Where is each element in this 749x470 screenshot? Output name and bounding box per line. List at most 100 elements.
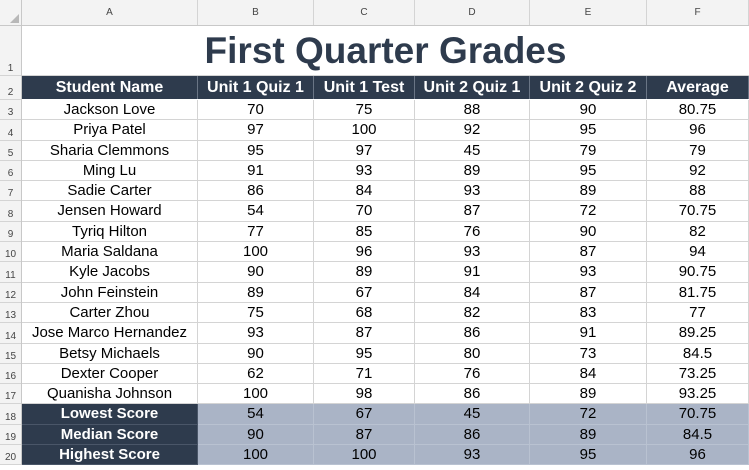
score-cell[interactable]: 92 — [415, 120, 530, 141]
average-cell[interactable]: 77 — [647, 302, 749, 324]
score-cell[interactable]: 85 — [314, 221, 415, 243]
score-cell[interactable]: 87 — [530, 242, 647, 263]
score-cell[interactable]: 90 — [530, 100, 647, 121]
student-name-cell[interactable]: Betsy Michaels — [22, 343, 198, 364]
summary-value-cell[interactable]: 93 — [415, 445, 530, 466]
score-cell[interactable]: 89 — [314, 262, 415, 283]
row-header[interactable]: 5 — [0, 141, 21, 161]
score-cell[interactable]: 89 — [415, 160, 530, 182]
score-cell[interactable]: 95 — [530, 120, 647, 141]
score-cell[interactable]: 83 — [530, 302, 647, 324]
row-header[interactable]: 11 — [0, 262, 21, 283]
student-name-cell[interactable]: Carter Zhou — [22, 302, 198, 324]
score-cell[interactable]: 87 — [314, 323, 415, 344]
row-header[interactable]: 7 — [0, 181, 21, 202]
summary-value-cell[interactable]: 72 — [530, 404, 647, 425]
column-header-b[interactable]: B — [198, 0, 314, 25]
summary-value-cell[interactable]: 100 — [314, 445, 415, 466]
average-cell[interactable]: 80.75 — [647, 100, 749, 121]
score-cell[interactable]: 93 — [415, 242, 530, 263]
score-cell[interactable]: 88 — [415, 100, 530, 121]
score-cell[interactable]: 62 — [198, 363, 314, 385]
score-cell[interactable]: 100 — [314, 120, 415, 141]
score-cell[interactable]: 54 — [198, 201, 314, 222]
student-name-cell[interactable]: Sadie Carter — [22, 181, 198, 202]
student-name-cell[interactable]: Maria Saldana — [22, 242, 198, 263]
row-header[interactable]: 6 — [0, 161, 21, 182]
column-header-f[interactable]: F — [647, 0, 749, 25]
title-cell[interactable]: First Quarter Grades — [22, 26, 749, 76]
student-name-cell[interactable]: Kyle Jacobs — [22, 262, 198, 283]
score-cell[interactable]: 91 — [198, 160, 314, 182]
row-header[interactable]: 2 — [0, 76, 21, 100]
score-cell[interactable]: 70 — [198, 100, 314, 121]
row-header[interactable]: 15 — [0, 344, 21, 364]
summary-label-cell[interactable]: Highest Score — [22, 445, 198, 466]
score-cell[interactable]: 93 — [198, 323, 314, 344]
score-cell[interactable]: 79 — [530, 140, 647, 161]
student-name-cell[interactable]: Sharia Clemmons — [22, 140, 198, 161]
average-cell[interactable]: 70.75 — [647, 201, 749, 222]
score-cell[interactable]: 98 — [314, 384, 415, 405]
average-cell[interactable]: 82 — [647, 221, 749, 243]
student-name-cell[interactable]: Quanisha Johnson — [22, 384, 198, 405]
row-header[interactable]: 17 — [0, 384, 21, 405]
student-name-cell[interactable]: Tyriq Hilton — [22, 221, 198, 243]
score-cell[interactable]: 82 — [415, 302, 530, 324]
student-name-cell[interactable]: Ming Lu — [22, 160, 198, 182]
summary-value-cell[interactable]: 89 — [530, 424, 647, 446]
average-cell[interactable]: 73.25 — [647, 363, 749, 385]
summary-value-cell[interactable]: 100 — [198, 445, 314, 466]
student-name-cell[interactable]: Jose Marco Hernandez — [22, 323, 198, 344]
score-cell[interactable]: 100 — [198, 242, 314, 263]
average-cell[interactable]: 89.25 — [647, 323, 749, 344]
score-cell[interactable]: 95 — [314, 343, 415, 364]
row-header[interactable]: 20 — [0, 445, 21, 466]
score-cell[interactable]: 45 — [415, 140, 530, 161]
score-cell[interactable]: 91 — [530, 323, 647, 344]
select-all-button[interactable] — [0, 0, 22, 25]
header-cell-unit2-quiz1[interactable]: Unit 2 Quiz 1 — [415, 76, 530, 99]
student-name-cell[interactable]: Jackson Love — [22, 100, 198, 121]
average-cell[interactable]: 81.75 — [647, 282, 749, 303]
score-cell[interactable]: 91 — [415, 262, 530, 283]
summary-value-cell[interactable]: 54 — [198, 404, 314, 425]
summary-value-cell[interactable]: 45 — [415, 404, 530, 425]
score-cell[interactable]: 95 — [530, 160, 647, 182]
score-cell[interactable]: 86 — [198, 181, 314, 202]
row-header[interactable]: 13 — [0, 303, 21, 324]
column-header-c[interactable]: C — [314, 0, 415, 25]
header-cell-unit1-quiz1[interactable]: Unit 1 Quiz 1 — [198, 76, 314, 99]
score-cell[interactable]: 71 — [314, 363, 415, 385]
score-cell[interactable]: 86 — [415, 323, 530, 344]
score-cell[interactable]: 73 — [530, 343, 647, 364]
row-header[interactable]: 14 — [0, 323, 21, 344]
average-cell[interactable]: 94 — [647, 242, 749, 263]
row-header[interactable]: 9 — [0, 222, 21, 243]
column-header-a[interactable]: A — [22, 0, 198, 25]
score-cell[interactable]: 75 — [314, 100, 415, 121]
score-cell[interactable]: 100 — [198, 384, 314, 405]
row-header[interactable]: 3 — [0, 100, 21, 121]
summary-value-cell[interactable]: 87 — [314, 424, 415, 446]
header-cell-student-name[interactable]: Student Name — [22, 76, 198, 99]
score-cell[interactable]: 87 — [415, 201, 530, 222]
student-name-cell[interactable]: Dexter Cooper — [22, 363, 198, 385]
average-cell[interactable]: 92 — [647, 160, 749, 182]
score-cell[interactable]: 68 — [314, 302, 415, 324]
average-cell[interactable]: 96 — [647, 120, 749, 141]
row-header[interactable]: 1 — [0, 26, 21, 76]
score-cell[interactable]: 70 — [314, 201, 415, 222]
summary-label-cell[interactable]: Lowest Score — [22, 404, 198, 425]
score-cell[interactable]: 80 — [415, 343, 530, 364]
score-cell[interactable]: 84 — [415, 282, 530, 303]
summary-label-cell[interactable]: Median Score — [22, 424, 198, 446]
score-cell[interactable]: 76 — [415, 221, 530, 243]
score-cell[interactable]: 77 — [198, 221, 314, 243]
score-cell[interactable]: 93 — [314, 160, 415, 182]
average-cell[interactable]: 79 — [647, 140, 749, 161]
score-cell[interactable]: 90 — [198, 262, 314, 283]
average-cell[interactable]: 90.75 — [647, 262, 749, 283]
summary-value-cell[interactable]: 95 — [530, 445, 647, 466]
column-header-d[interactable]: D — [415, 0, 530, 25]
